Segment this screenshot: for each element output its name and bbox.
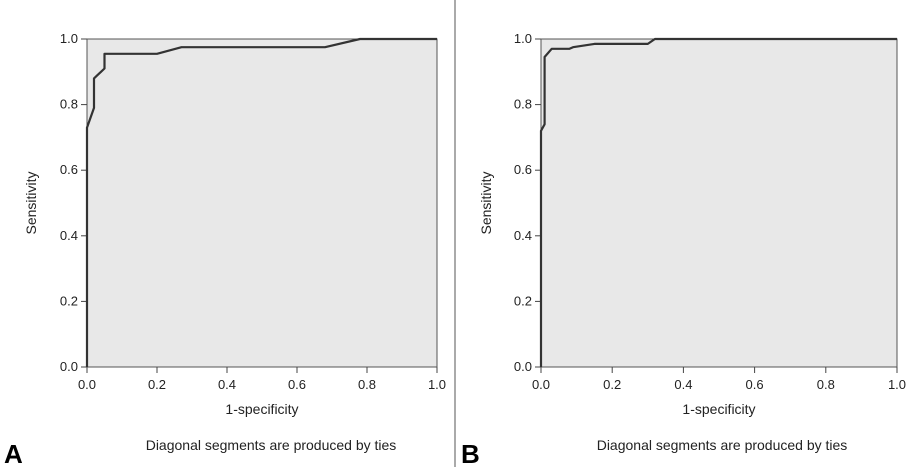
x-tick-label: 0.4 [674,377,692,392]
y-tick-label: 0.4 [60,228,78,243]
plot-area [540,38,898,368]
y-tick-label: 1.0 [514,31,532,46]
y-tick-label: 0.2 [60,293,78,308]
y-tick-label: 0.2 [514,293,532,308]
x-axis-label: 1-specificity [682,401,755,417]
x-tick-label: 0.2 [148,377,166,392]
x-tick-label: 0.6 [746,377,764,392]
plot-area [86,38,438,368]
y-tick-label: 0.8 [514,97,532,112]
x-tick-label: 0.8 [817,377,835,392]
y-tick-label: 1.0 [60,31,78,46]
y-axis-label: Sensitivity [478,171,494,234]
y-axis-label: Sensitivity [23,171,39,234]
x-tick-label: 1.0 [428,377,446,392]
x-tick-label: 0.4 [218,377,236,392]
ties-note: Diagonal segments are produced by ties [146,437,397,453]
x-axis-label: 1-specificity [225,401,298,417]
x-tick-label: 1.0 [888,377,906,392]
x-tick-label: 0.0 [532,377,550,392]
y-tick-label: 0.6 [60,162,78,177]
y-tick-label: 0.4 [514,228,532,243]
x-tick-label: 0.0 [78,377,96,392]
roc-panel-a: 0.0 0.2 0.4 0.6 0.8 1.0 0.0 0.2 0.4 0.6 0.8 1.0 1-sp… [4,31,446,467]
x-tick-label: 0.2 [603,377,621,392]
y-tick-label: 0.0 [60,359,78,374]
panel-letter: A [4,439,23,467]
roc-curve-line [539,37,897,367]
x-tick-label: 0.8 [358,377,376,392]
x-tick-label: 0.6 [288,377,306,392]
y-tick-label: 0.6 [514,162,532,177]
panel-letter: B [461,439,480,467]
y-tick-label: 0.8 [60,97,78,112]
roc-panel-b: 0.0 0.2 0.4 0.6 0.8 1.0 0.0 0.2 0.4 0.6 0.8 1.0 1-sp… [461,31,906,467]
roc-curve-line [85,37,437,367]
y-tick-label: 0.0 [514,359,532,374]
ties-note: Diagonal segments are produced by ties [597,437,848,453]
